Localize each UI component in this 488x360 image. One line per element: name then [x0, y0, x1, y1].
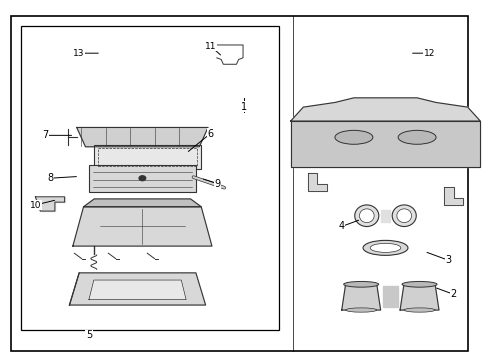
Polygon shape — [77, 127, 207, 147]
Bar — [21, 26, 278, 330]
Text: 4: 4 — [338, 221, 344, 231]
Polygon shape — [73, 207, 211, 246]
Text: 10: 10 — [30, 201, 41, 210]
Text: 13: 13 — [73, 49, 85, 58]
Ellipse shape — [397, 130, 435, 144]
Bar — [93, 145, 201, 169]
Ellipse shape — [343, 282, 378, 287]
Ellipse shape — [359, 209, 373, 222]
Bar — [88, 165, 196, 192]
Polygon shape — [290, 121, 479, 167]
Text: 9: 9 — [214, 179, 221, 189]
Bar — [394, 46, 405, 55]
Polygon shape — [69, 273, 205, 305]
Ellipse shape — [362, 240, 407, 255]
Polygon shape — [443, 187, 462, 205]
Polygon shape — [307, 173, 326, 191]
Polygon shape — [89, 280, 186, 300]
Bar — [376, 58, 388, 67]
Text: 12: 12 — [423, 49, 434, 58]
Text: 6: 6 — [207, 129, 213, 139]
Ellipse shape — [396, 209, 411, 222]
FancyBboxPatch shape — [367, 27, 441, 72]
Text: 2: 2 — [449, 289, 456, 299]
Bar — [394, 58, 405, 67]
Polygon shape — [382, 286, 397, 307]
Bar — [394, 35, 405, 43]
Bar — [376, 46, 388, 55]
Ellipse shape — [391, 205, 415, 226]
Polygon shape — [381, 210, 389, 222]
Polygon shape — [290, 98, 479, 121]
Polygon shape — [83, 199, 201, 207]
Text: 3: 3 — [445, 255, 451, 265]
FancyBboxPatch shape — [79, 27, 147, 72]
Text: 1: 1 — [241, 102, 247, 112]
Bar — [411, 46, 423, 55]
Polygon shape — [399, 284, 438, 310]
Text: 11: 11 — [204, 41, 216, 50]
Ellipse shape — [369, 243, 400, 252]
Polygon shape — [35, 197, 64, 211]
Bar — [411, 58, 423, 67]
Bar — [411, 35, 423, 43]
Text: 7: 7 — [42, 130, 48, 140]
Bar — [98, 148, 197, 166]
Ellipse shape — [354, 205, 378, 226]
Polygon shape — [341, 284, 380, 310]
Ellipse shape — [403, 308, 434, 312]
Text: 5: 5 — [85, 330, 92, 341]
Bar — [376, 35, 388, 43]
Ellipse shape — [334, 130, 372, 144]
Ellipse shape — [345, 308, 376, 312]
Text: 8: 8 — [47, 173, 53, 183]
Ellipse shape — [401, 282, 436, 287]
Polygon shape — [216, 45, 243, 64]
Circle shape — [139, 176, 145, 181]
